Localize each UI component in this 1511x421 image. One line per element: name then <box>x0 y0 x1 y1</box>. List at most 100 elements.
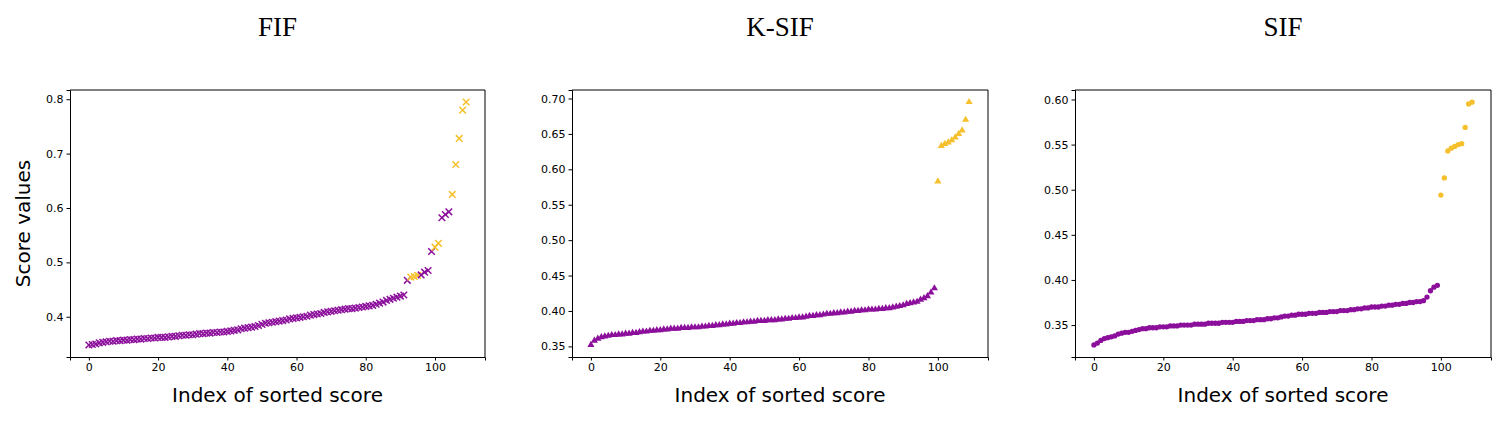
x-tick-label: 80 <box>862 361 876 374</box>
point <box>1463 125 1468 130</box>
y-axis-line <box>1072 91 1076 358</box>
y-tick-label: 0.60 <box>1044 93 1069 106</box>
point <box>120 337 127 344</box>
y-axis-line <box>67 91 71 358</box>
x-tick-label: 40 <box>723 361 737 374</box>
point <box>210 329 217 336</box>
x-tick-mark <box>435 357 436 361</box>
x-tick-mark <box>297 357 298 361</box>
frame-top <box>572 90 988 91</box>
y-tick: 0.50 <box>541 234 572 247</box>
x-tick-mark <box>730 357 731 361</box>
point <box>1459 141 1464 146</box>
point <box>134 336 141 343</box>
x-tick-mark <box>158 357 159 361</box>
point <box>1438 192 1443 197</box>
y-tick-mark <box>569 134 573 135</box>
y-tick-mark <box>67 317 71 318</box>
y-tick-mark <box>1072 280 1076 281</box>
y-tick-label: 0.40 <box>1044 274 1069 287</box>
panel: 0204060801000.350.400.450.500.550.600.65… <box>541 12 989 407</box>
points <box>587 98 972 347</box>
point <box>1424 294 1429 299</box>
x-tick-label: 60 <box>1296 361 1310 374</box>
y-tick-label: 0.7 <box>46 148 64 161</box>
point <box>435 240 442 247</box>
x-tick-mark <box>938 357 939 361</box>
x-tick: 0 <box>588 357 595 374</box>
x-tick-label: 80 <box>1365 361 1379 374</box>
point <box>203 330 210 337</box>
y-axis-title: Score values <box>11 160 35 287</box>
x-axis-title: Index of sorted score <box>1178 383 1389 407</box>
point <box>931 284 938 290</box>
x-tick: 60 <box>290 357 304 374</box>
x-tick-mark <box>89 357 90 361</box>
point <box>1442 175 1447 180</box>
point <box>401 292 408 299</box>
x-tick-mark <box>1371 357 1372 361</box>
y-tick: 0.40 <box>541 305 572 318</box>
x-axis-line <box>573 358 989 361</box>
point <box>345 305 352 312</box>
x-tick-label: 0 <box>588 361 595 374</box>
y-tick-label: 0.50 <box>541 234 566 247</box>
y-tick-label: 0.35 <box>1044 319 1069 332</box>
x-tick: 60 <box>793 357 807 374</box>
x-tick-label: 100 <box>1431 361 1452 374</box>
y-tick: 0.45 <box>1044 229 1075 242</box>
point <box>179 332 186 339</box>
x-tick-label: 0 <box>1091 361 1098 374</box>
y-tick-mark <box>569 169 573 170</box>
y-tick-mark <box>67 154 71 155</box>
frame-top <box>70 90 485 91</box>
x-tick: 0 <box>1091 357 1098 374</box>
x-tick-mark <box>591 357 592 361</box>
y-tick-mark <box>569 311 573 312</box>
y-tick: 0.60 <box>541 163 572 176</box>
x-tick-mark <box>1302 357 1303 361</box>
y-tick-mark <box>67 208 71 209</box>
y-tick-label: 0.40 <box>541 305 566 318</box>
frame-right <box>1491 90 1492 357</box>
y-tick-label: 0.55 <box>541 199 566 212</box>
x-axis-title: Index of sorted score <box>675 383 886 407</box>
x-axis: 020406080100 <box>573 357 989 374</box>
point <box>452 161 459 168</box>
title: FIF <box>258 12 297 42</box>
y-tick: 0.35 <box>1044 319 1075 332</box>
y-tick: 0.4 <box>46 311 70 324</box>
point <box>1435 283 1440 288</box>
point <box>169 333 176 340</box>
frame-top <box>1075 90 1491 91</box>
x-tick-label: 40 <box>1226 361 1240 374</box>
point <box>186 331 193 338</box>
x-tick: 80 <box>359 357 373 374</box>
frame-right <box>485 90 486 357</box>
y-tick-label: 0.6 <box>46 202 64 215</box>
x-tick-mark <box>1441 357 1442 361</box>
point <box>106 338 113 345</box>
x-tick: 100 <box>425 357 446 374</box>
y-tick: 0.60 <box>1044 93 1075 106</box>
panel: 0204060801000.350.400.450.500.550.60SIFI… <box>1044 12 1492 407</box>
x-tick-mark <box>227 357 228 361</box>
x-tick: 0 <box>86 357 93 374</box>
x-tick: 40 <box>221 357 235 374</box>
y-tick: 0.6 <box>46 202 70 215</box>
points <box>86 99 470 349</box>
x-tick-label: 60 <box>793 361 807 374</box>
y-axis: 0.350.400.450.500.550.60 <box>1044 91 1076 358</box>
x-axis: 020406080100 <box>1076 357 1492 374</box>
y-tick: 0.50 <box>1044 184 1075 197</box>
point <box>1469 100 1474 105</box>
figure: 0204060801000.40.50.60.70.8FIFIndex of s… <box>0 0 1511 421</box>
title: SIF <box>1263 12 1302 42</box>
x-tick-label: 80 <box>359 361 373 374</box>
y-tick-label: 0.65 <box>541 128 566 141</box>
point <box>113 337 120 344</box>
y-tick-mark <box>1072 99 1076 100</box>
x-tick-mark <box>1233 357 1234 361</box>
x-axis-line <box>1076 358 1492 361</box>
y-tick-mark <box>569 346 573 347</box>
